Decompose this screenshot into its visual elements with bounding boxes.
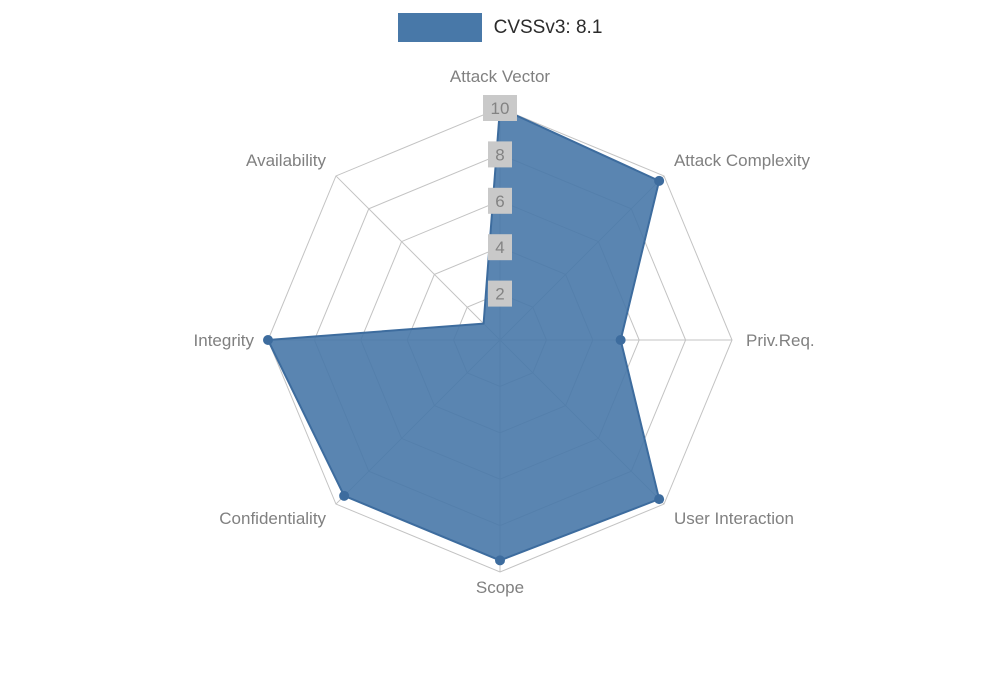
axis-label: Attack Complexity	[674, 151, 811, 170]
tick-label-bg	[488, 280, 512, 307]
legend: CVSSv3: 8.1	[0, 13, 1000, 42]
tick-label: 8	[495, 145, 504, 164]
axis-label: Availability	[246, 151, 327, 170]
radar-spoke	[335, 175, 501, 341]
radar-grid-ring	[267, 107, 733, 573]
axis-label: Priv.Req.	[746, 331, 815, 350]
tick-label: 10	[491, 99, 510, 118]
axis-label: Integrity	[194, 331, 255, 350]
radar-vertex-dot	[654, 494, 665, 505]
axis-label: Confidentiality	[219, 509, 326, 528]
axis-label: User Interaction	[674, 509, 794, 528]
tick-label-bg	[483, 95, 517, 121]
tick-label: 2	[495, 285, 504, 304]
tick-label-bg	[488, 234, 512, 261]
axis-label: Scope	[476, 578, 524, 597]
radar-vertex-dot	[654, 175, 665, 186]
tick-label-bg	[488, 141, 512, 168]
radar-series-polygon	[267, 107, 661, 562]
tick-label: 6	[495, 192, 504, 211]
radar-vertex-dot	[495, 555, 505, 566]
radar-vertex-dot	[615, 335, 626, 345]
radar-vertex-dot	[339, 490, 350, 501]
legend-label: CVSSv3: 8.1	[493, 16, 603, 38]
tick-label-bg	[488, 187, 512, 214]
axis-label: Attack Vector	[450, 67, 550, 86]
legend-swatch	[397, 13, 482, 42]
radar-vertex-dot	[263, 335, 273, 345]
tick-label: 4	[495, 238, 504, 257]
